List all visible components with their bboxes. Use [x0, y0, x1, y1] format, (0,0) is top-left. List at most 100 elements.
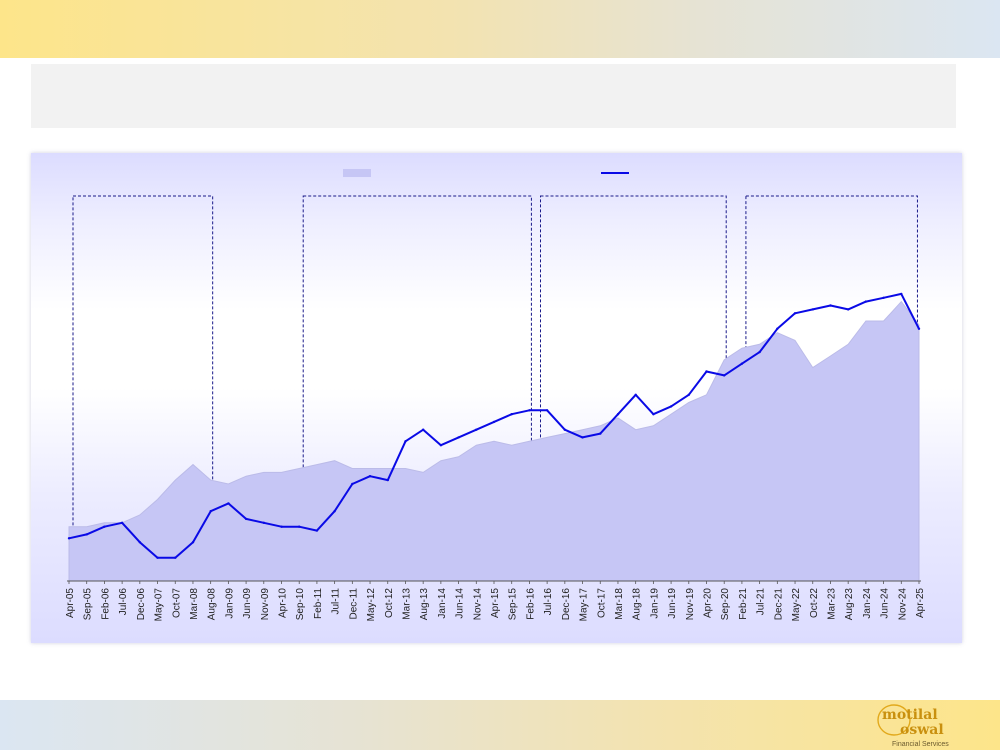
line-point: [298, 525, 301, 528]
x-tick-label: May-07: [154, 588, 165, 622]
line-point: [687, 393, 690, 396]
x-tick-label: Nov-19: [685, 588, 696, 621]
line-point: [652, 413, 655, 416]
x-tick-label: Jul-16: [543, 588, 554, 616]
x-tick-label: Jul-11: [331, 588, 342, 615]
line-point: [705, 370, 708, 373]
line-chart: Apr-05 Sep-05 Feb-06 Jul-06 Dec-06 May-07 Oct-…: [65, 169, 926, 622]
line-point: [829, 304, 832, 307]
line-point: [917, 327, 921, 330]
line-point: [510, 413, 513, 416]
legend: [343, 169, 629, 177]
x-tick-label: Jun-24: [880, 588, 891, 619]
line-point: [528, 409, 531, 412]
line-point: [793, 312, 797, 315]
chart-panel: Apr-05 Sep-05 Feb-06 Jul-06 Dec-06 May-07 Oct-…: [31, 153, 962, 643]
x-tick-label: Dec-21: [773, 588, 784, 621]
line-point: [864, 300, 868, 303]
x-tick-label: Sep-20: [720, 588, 731, 621]
x-tick-label: May-22: [791, 588, 802, 622]
line-point: [67, 537, 71, 540]
x-tick-label: Apr-05: [65, 588, 76, 618]
logo-ring-icon: [877, 704, 911, 736]
x-tick-label: Jan-24: [862, 588, 873, 619]
line-point: [634, 393, 637, 396]
line-point: [156, 556, 159, 559]
line-point: [404, 440, 407, 443]
x-tick-label: Feb-11: [313, 588, 324, 619]
x-tick-label: Dec-11: [348, 588, 359, 620]
x-tick-label: Jun-19: [667, 588, 678, 619]
line-point: [262, 521, 265, 524]
line-point: [368, 475, 372, 478]
area-series-fill: [68, 300, 920, 582]
x-tick-label: Dec-06: [136, 588, 147, 621]
line-point: [120, 521, 124, 524]
line-point: [422, 428, 425, 431]
line-point: [280, 525, 283, 528]
line-point: [103, 525, 106, 528]
x-tick-label: Feb-06: [100, 588, 111, 620]
x-tick-label: Mar-08: [189, 588, 200, 620]
line-point: [492, 420, 496, 424]
line-point: [439, 444, 443, 447]
footer-band: [0, 700, 1000, 750]
x-tick-label: Sep-10: [295, 588, 306, 621]
line-point: [85, 533, 88, 536]
logo-mark: motilal oswal Financial Services: [877, 704, 949, 748]
line-point: [882, 296, 885, 299]
x-tick-label: Oct-12: [384, 588, 395, 618]
x-tick-label: Aug-18: [632, 588, 643, 621]
line-point: [244, 517, 248, 521]
line-point: [776, 327, 779, 330]
line-point: [315, 529, 319, 532]
x-tick-label: Mar-23: [827, 588, 838, 620]
line-point: [740, 362, 744, 365]
logo-line-1: motilal: [882, 707, 938, 723]
x-tick-label: Dec-16: [561, 588, 572, 621]
line-point: [758, 350, 761, 354]
x-tick-label: Nov-14: [472, 588, 483, 621]
line-point: [227, 502, 230, 505]
legend-swatch-area: [343, 169, 371, 177]
line-point: [333, 510, 336, 513]
x-tick-label: Sep-15: [508, 588, 519, 621]
line-points: [67, 292, 921, 559]
line-point: [545, 409, 549, 412]
area-series: [68, 300, 920, 582]
line-point: [616, 413, 620, 416]
line-point: [723, 374, 726, 377]
x-tick-label: Nov-09: [260, 588, 271, 621]
x-tick-label: Aug-13: [419, 588, 430, 621]
x-tick-label: Apr-10: [278, 588, 289, 618]
line-point: [581, 436, 584, 439]
line-point: [475, 428, 478, 431]
x-tick-label: Sep-05: [83, 588, 94, 621]
line-point: [900, 292, 903, 296]
line-point: [811, 308, 814, 311]
x-tick-label: Mar-18: [614, 588, 625, 620]
x-tick-label: Jul-21: [756, 588, 767, 616]
logo-subtitle: Financial Services: [892, 741, 949, 748]
line-point: [138, 541, 141, 544]
line-point: [386, 478, 389, 482]
x-tick-label: Apr-15: [490, 588, 501, 618]
company-logo: motilal oswal Financial Services: [872, 703, 962, 749]
x-tick-label: Jun-14: [455, 588, 466, 619]
header-band: [0, 0, 1000, 58]
x-tick-label: Feb-16: [525, 588, 536, 620]
line-point: [209, 510, 212, 513]
x-tick-label: Oct-07: [171, 588, 182, 618]
title-box: [31, 64, 956, 128]
x-tick-label: Jun-09: [242, 588, 253, 619]
x-tick-label: Oct-17: [596, 588, 607, 618]
x-axis: Apr-05 Sep-05 Feb-06 Jul-06 Dec-06 May-07 Oct-…: [65, 580, 926, 622]
x-tick-label: Oct-22: [809, 588, 820, 618]
x-tick-label: May-17: [579, 588, 590, 622]
line-point: [669, 405, 673, 408]
x-tick-label: May-12: [366, 588, 377, 622]
line-point: [457, 436, 460, 439]
x-tick-label: Aug-23: [844, 588, 855, 621]
x-tick-label: Jan-14: [437, 588, 448, 619]
x-tick-label: Apr-25: [915, 588, 926, 618]
